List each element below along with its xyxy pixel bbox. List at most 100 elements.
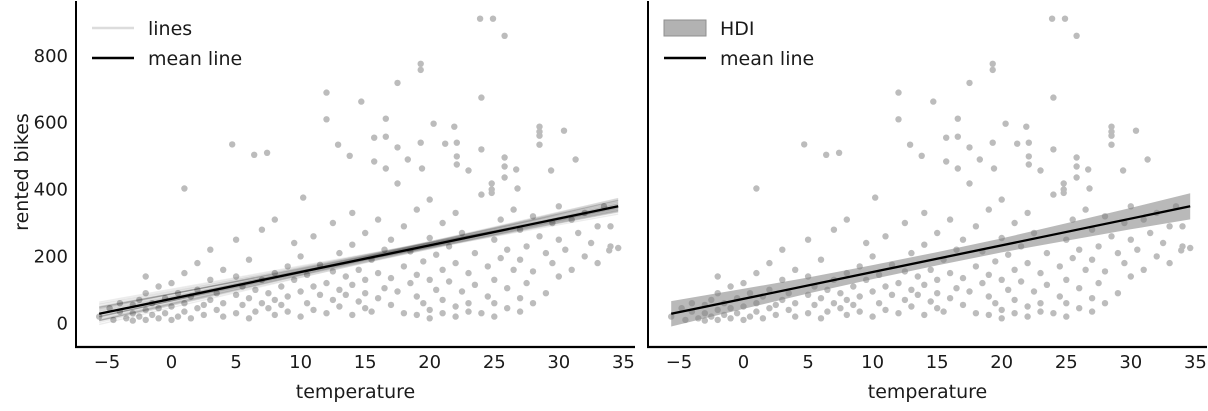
scatter-point [407,279,414,287]
scatter-point [766,259,773,267]
scatter-point [1030,288,1038,295]
scatter-point [501,32,508,39]
scatter-point [850,283,857,290]
scatter-point [843,216,850,223]
scatter-point [992,258,999,265]
scatter-point [458,229,466,237]
scatter-point [1114,290,1122,297]
scatter-point [413,206,420,213]
scatter-point [966,79,973,87]
scatter-point [1043,249,1051,257]
scatter-point [362,305,369,312]
scatter-point [1088,308,1096,315]
scatter-point [426,196,433,203]
scatter-point [1011,266,1018,273]
posterior-sample-line [99,205,619,310]
scatter-point [1187,244,1194,252]
scatter-point [759,315,767,322]
scatter-point [346,152,353,159]
scatter-point [194,305,201,312]
scatter-point [1073,163,1080,170]
scatter-point [529,213,537,220]
scatter-point [914,273,921,280]
scatter-point [1037,308,1044,315]
scatter-point [1101,268,1109,275]
scatter-point [297,253,304,260]
scatter-point [1132,127,1140,134]
scatter-point [220,266,227,273]
scatter-point [501,174,508,181]
scatter-point [465,269,472,277]
scatter-point [142,273,149,280]
scatter-point [484,293,491,300]
scatter-point [882,233,889,240]
posterior-sample-line [99,206,619,318]
scatter-point [161,310,169,317]
scatter-point [1037,300,1044,307]
posterior-sample-line [99,197,619,319]
scatter-point [869,288,876,295]
scatter-point [1037,269,1044,277]
scatter-point [934,276,941,283]
scatter-point [547,167,555,174]
scatter-point [1011,296,1018,304]
posterior-sample-line [99,199,619,318]
scatter-point [491,313,498,320]
scatter-point [123,315,130,322]
x-axis-label: temperature [868,381,987,403]
scatter-point [572,156,579,163]
scatter-point [488,180,495,187]
x-tick-label: 15 [926,352,949,373]
scatter-point [129,317,136,324]
scatter-point [310,283,317,290]
scatter-point [453,139,460,146]
scatter-point [513,166,520,173]
scatter-point [516,256,524,263]
scatter-point [555,203,562,210]
scatter-point [581,253,588,260]
scatter-point [181,308,188,315]
scatter-point [453,161,460,168]
scatter-point [232,291,240,298]
scatter-point [804,310,812,317]
scatter-point [310,233,317,240]
scatter-point [271,296,278,304]
scatter-point [323,89,330,96]
scatter-point [863,239,870,247]
scatter-point [1076,246,1083,253]
scatter-point [1063,313,1070,320]
scatter-point [785,306,792,314]
scatter-point [284,293,291,300]
scatter-point [615,244,622,252]
scatter-point [300,194,307,201]
x-tick-label: 35 [1184,352,1207,373]
x-tick-label: 20 [990,352,1013,373]
scatter-point [959,236,967,243]
scatter-point [510,206,517,213]
scatter-point [168,316,175,324]
scatter-point [1144,156,1151,163]
scatter-point [562,246,569,253]
scatter-point [989,60,996,67]
scatter-point [303,271,311,278]
scatter-point [355,298,362,305]
scatter-point [213,306,220,314]
scatter-point [1024,313,1031,320]
scatter-point [442,140,449,147]
scatter-point [291,239,298,247]
scatter-point [194,259,201,267]
scatter-point [245,256,253,263]
scatter-point [382,165,389,172]
scatter-point [555,236,562,243]
scatter-point [478,191,485,198]
scatter-point [837,290,844,297]
scatter-point [382,133,389,140]
scatter-point [439,219,446,227]
scatter-point [501,154,508,161]
scatter-point [497,216,504,223]
x-tick-label: 0 [166,352,177,373]
posterior-sample-line [99,206,619,322]
scatter-point [979,279,986,287]
scatter-point [1073,154,1080,161]
scatter-point [478,310,485,317]
